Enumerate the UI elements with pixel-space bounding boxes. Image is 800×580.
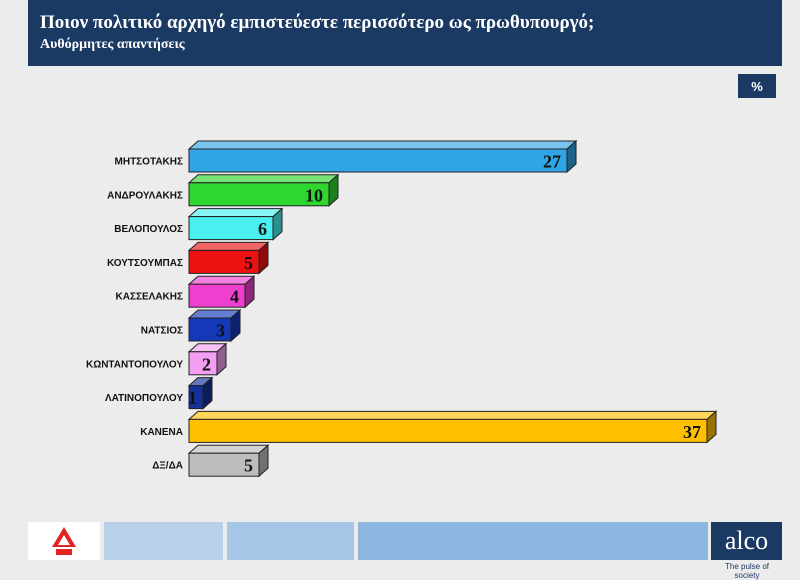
footer-panel (358, 522, 708, 560)
category-label: ΔΞ/ΔΑ (152, 461, 183, 472)
category-label: ΒΕΛΟΠΟΥΛΟΣ (114, 224, 183, 235)
category-label: ΛΑΤΙΝΟΠΟΥΛΟΥ (105, 393, 183, 404)
bar-chart: ΜΗΤΣΟΤΑΚΗΣ 27 ΑΝΔΡΟΥΛΑΚΗΣ 10 ΒΕΛΟΠΟΥΛΟΣ 6 ΚΟΥΤ… (86, 139, 718, 478)
bar (187, 342, 228, 376)
bar-top-face (187, 140, 578, 150)
category-label: ΚΩΝΤΑΝΤΟΠΟΥΛΟΥ (86, 359, 183, 370)
bar-front-face (188, 317, 232, 342)
alco-tagline: The pulse of society (724, 562, 770, 580)
bar (187, 139, 578, 174)
bar (187, 410, 718, 444)
bar-front-face (188, 452, 260, 477)
channel-logo-tile (28, 522, 100, 560)
footer-panel (104, 522, 223, 560)
bar (187, 207, 284, 241)
chart-title: Ποιον πολιτικό αρχηγό εμπιστεύεστε περισ… (40, 12, 595, 33)
bar-top-face (187, 410, 718, 420)
value-label: 27 (543, 152, 561, 172)
bar-top-face (187, 241, 270, 251)
value-label: 3 (216, 321, 225, 341)
bar-front-face (188, 148, 568, 173)
value-label: 1 (188, 388, 197, 408)
category-label: ΝΑΤΣΙΟΣ (141, 326, 183, 337)
category-label: ΚΑΣΣΕΛΑΚΗΣ (116, 292, 183, 303)
category-label: ΜΗΤΣΟΤΑΚΗΣ (115, 157, 183, 168)
value-label: 4 (230, 287, 239, 307)
bar (187, 173, 340, 207)
bar-top-face (187, 444, 270, 454)
bar-front-face (188, 283, 246, 308)
category-label: ΚΟΥΤΣΟΥΜΠΑΣ (107, 258, 183, 269)
chart-subtitle: Αυθόρμητες απαντήσεις (40, 37, 185, 52)
bar (187, 241, 270, 275)
value-label: 37 (683, 422, 701, 442)
bar-front-face (188, 216, 274, 241)
bar-front-face (188, 249, 260, 274)
chart-header: Ποιον πολιτικό αρχηγό εμπιστεύεστε περισ… (28, 0, 782, 66)
value-label: 5 (244, 253, 253, 273)
alco-logo: alco (711, 522, 782, 560)
value-label: 2 (202, 354, 211, 374)
category-label: ΑΝΔΡΟΥΛΑΚΗΣ (107, 190, 183, 201)
bar (187, 308, 242, 343)
bar-top-face (187, 275, 256, 285)
bar-top-face (187, 208, 284, 218)
value-label: 10 (305, 185, 323, 205)
bar (187, 376, 214, 410)
alpha-news-logo-icon (52, 527, 76, 555)
footer-panel (227, 522, 354, 560)
bar-front-face (188, 182, 330, 207)
bar (187, 275, 256, 309)
unit-badge: % (738, 74, 776, 98)
bar-front-face (188, 418, 708, 443)
bar-top-face (187, 174, 340, 184)
bar-front-face (188, 351, 218, 376)
category-label: ΚΑΝΕΝΑ (140, 427, 183, 438)
bar (187, 444, 270, 478)
bar-front-face (188, 385, 204, 410)
value-label: 5 (244, 456, 253, 476)
value-label: 6 (258, 219, 267, 239)
